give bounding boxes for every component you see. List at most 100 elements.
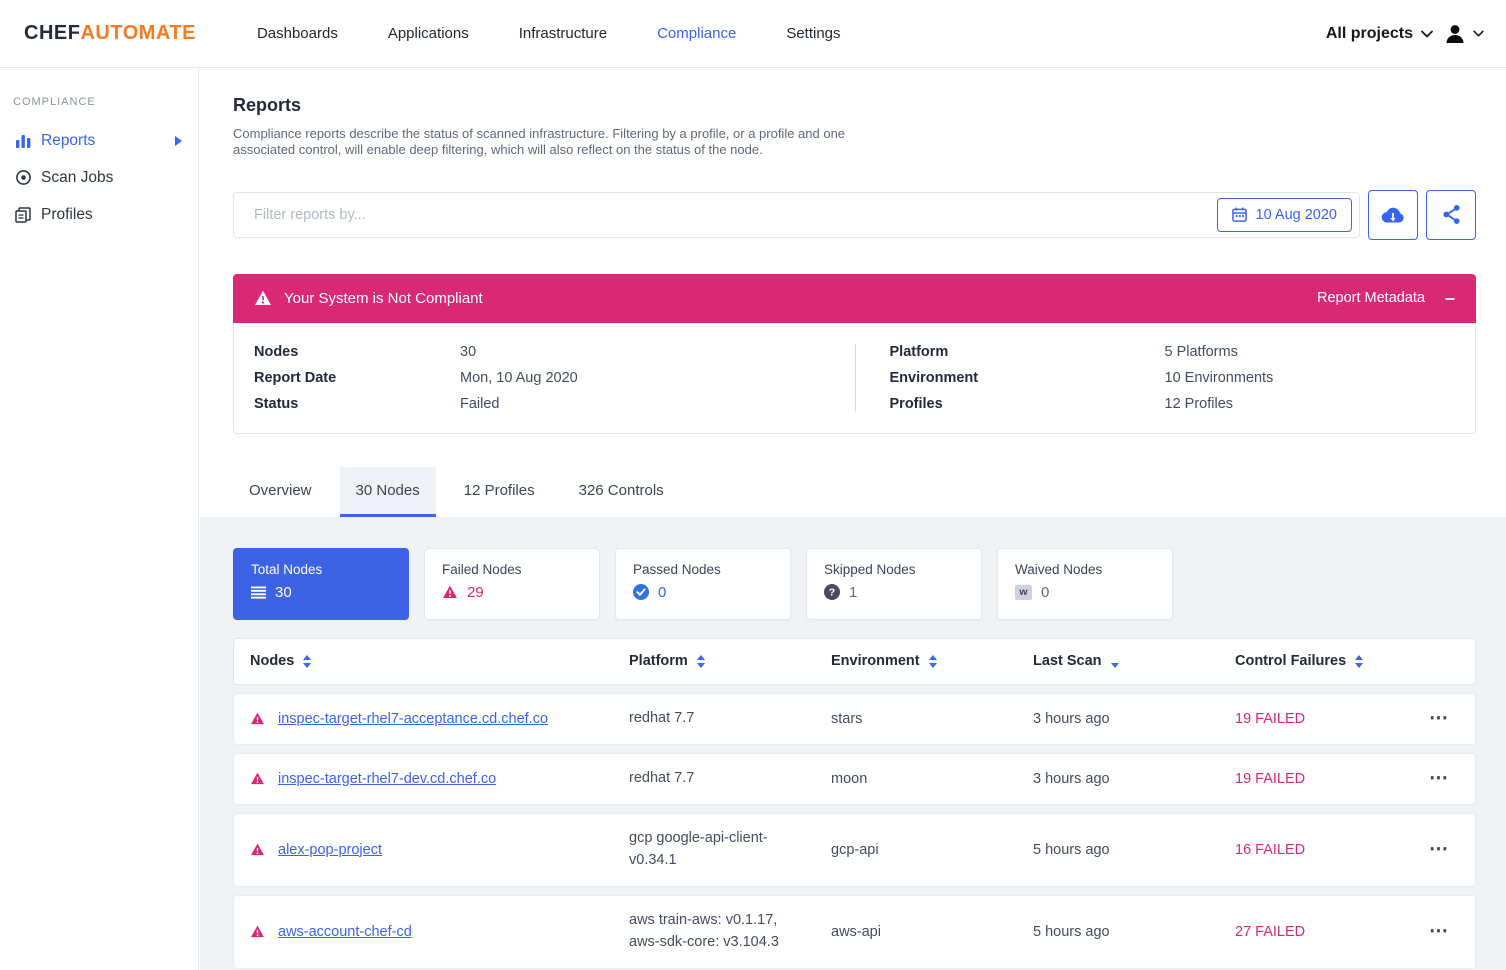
question-circle-icon: ? (824, 584, 840, 600)
user-menu[interactable] (1443, 22, 1484, 46)
sort-icon[interactable] (303, 654, 312, 668)
banner-message: Your System is Not Compliant (284, 289, 483, 307)
logo-automate-text: AUTOMATE (80, 22, 196, 44)
cell-last-scan: 5 hours ago (1033, 841, 1110, 858)
row-menu-button[interactable]: ⋯ (1429, 839, 1449, 860)
date-picker-button[interactable]: 10 Aug 2020 (1216, 197, 1352, 232)
sidebar-item-label: Reports (41, 131, 96, 149)
stat-card-label: Passed Nodes (633, 561, 721, 577)
node-link[interactable]: alex-pop-project (278, 841, 382, 858)
metadata-label: Report Date (254, 369, 337, 386)
metadata-value: 30 (460, 343, 477, 360)
share-report-button[interactable] (1426, 189, 1476, 240)
main-nav-links: Dashboards Applications Infrastructure C… (232, 25, 866, 42)
sort-icon[interactable] (696, 654, 705, 668)
filter-reports-input[interactable] (234, 206, 1217, 223)
metadata-label: Nodes (254, 343, 299, 360)
cell-last-scan: 3 hours ago (1033, 710, 1110, 727)
warning-triangle-icon (254, 290, 272, 306)
stat-card-value: 30 (275, 583, 292, 601)
passed-nodes-card[interactable]: Passed Nodes 0 (615, 547, 791, 620)
nav-dashboards[interactable]: Dashboards (256, 25, 338, 42)
node-link[interactable]: aws-account-chef-cd (278, 923, 412, 940)
stat-card-value: 0 (658, 583, 667, 601)
cell-environment: gcp-api (831, 841, 879, 858)
projects-dropdown[interactable]: All projects (1326, 25, 1433, 43)
cell-platform: gcp google-api-client-v0.34.1 (629, 830, 768, 868)
sort-icon[interactable] (1355, 654, 1364, 668)
chevron-down-icon (1421, 30, 1433, 38)
report-metadata-toggle[interactable]: Report Metadata (1316, 290, 1425, 306)
metadata-row-platform: Platform 5 Platforms (890, 344, 1476, 360)
warning-triangle-icon (442, 585, 458, 599)
sidebar-item-profiles[interactable]: Profiles (0, 196, 198, 233)
skipped-nodes-card[interactable]: Skipped Nodes ? 1 (806, 547, 982, 620)
cell-platform: aws train-aws: v0.1.17, aws-sdk-core: v3… (629, 912, 779, 950)
table-row: inspec-target-rhel7-dev.cd.chef.co redha… (233, 752, 1476, 805)
column-label: Control Failures (1235, 653, 1347, 669)
tab-controls[interactable]: 326 Controls (578, 481, 664, 499)
nav-applications[interactable]: Applications (387, 25, 469, 42)
collapse-metadata-icon[interactable]: – (1444, 288, 1455, 308)
download-report-button[interactable] (1368, 189, 1418, 240)
tab-profiles[interactable]: 12 Profiles (463, 481, 535, 499)
logo-chef-text: CHEF (24, 22, 81, 44)
metadata-right-column: Platform 5 Platforms Environment 10 Envi… (854, 343, 1476, 412)
sidebar-item-scan-jobs[interactable]: Scan Jobs (0, 159, 198, 196)
nav-settings[interactable]: Settings (786, 25, 841, 42)
tab-nodes[interactable]: 30 Nodes (339, 466, 436, 517)
column-header-control-failures[interactable]: Control Failures (1235, 653, 1429, 669)
sort-descending-icon[interactable] (1110, 655, 1119, 668)
report-metadata-panel: Nodes 30 Report Date Mon, 10 Aug 2020 St… (233, 322, 1476, 434)
nav-infrastructure[interactable]: Infrastructure (518, 25, 608, 42)
documents-icon (14, 206, 32, 224)
sidebar-section-title: COMPLIANCE (13, 96, 96, 108)
nodes-table-header: Nodes Platform Environment Last Scan Con… (233, 637, 1476, 685)
row-menu-button[interactable]: ⋯ (1429, 768, 1449, 789)
column-header-platform[interactable]: Platform (629, 653, 831, 669)
cell-platform: redhat 7.7 (629, 709, 695, 726)
row-menu-button[interactable]: ⋯ (1429, 921, 1449, 942)
stat-card-label: Failed Nodes (442, 561, 522, 577)
sidebar-item-reports[interactable]: Reports (0, 122, 198, 159)
column-label: Environment (831, 653, 920, 669)
list-icon (251, 586, 266, 599)
metadata-row-profiles: Profiles 12 Profiles (890, 396, 1476, 412)
date-picker-label: 10 Aug 2020 (1255, 206, 1337, 223)
warning-triangle-icon (250, 772, 278, 785)
filter-row: 10 Aug 2020 (233, 189, 1476, 240)
metadata-value: 5 Platforms (1164, 343, 1238, 360)
failed-nodes-card[interactable]: Failed Nodes 29 (424, 547, 600, 620)
cell-last-scan: 3 hours ago (1033, 770, 1110, 787)
sort-icon[interactable] (928, 654, 937, 668)
stat-card-label: Skipped Nodes (824, 561, 916, 577)
page-title: Reports (233, 95, 302, 115)
metadata-label: Profiles (889, 395, 943, 412)
metadata-row-environment: Environment 10 Environments (890, 370, 1476, 386)
chevron-right-icon[interactable] (175, 135, 182, 146)
column-header-nodes[interactable]: Nodes (250, 653, 629, 669)
nav-compliance[interactable]: Compliance (657, 25, 737, 42)
metadata-row-status: Status Failed (254, 396, 855, 412)
sidebar-item-label: Profiles (41, 205, 93, 223)
waived-badge-icon: w (1015, 584, 1032, 600)
column-header-last-scan[interactable]: Last Scan (1033, 653, 1235, 669)
row-menu-button[interactable]: ⋯ (1429, 708, 1449, 729)
waived-nodes-card[interactable]: Waived Nodes w 0 (997, 547, 1173, 620)
top-navigation: CHEF AUTOMATE Dashboards Applications In… (0, 0, 1506, 68)
chef-automate-logo[interactable]: CHEF AUTOMATE (24, 22, 196, 45)
column-header-environment[interactable]: Environment (831, 653, 1033, 669)
cell-control-failures: 16 FAILED (1235, 841, 1306, 858)
check-circle-icon (633, 584, 649, 600)
total-nodes-card[interactable]: Total Nodes 30 (233, 547, 409, 620)
node-link[interactable]: inspec-target-rhel7-dev.cd.chef.co (278, 770, 497, 787)
page-description: Compliance reports describe the status o… (233, 126, 846, 158)
share-icon (1442, 204, 1461, 225)
metadata-value: 12 Profiles (1164, 395, 1234, 412)
stat-card-value: 0 (1041, 583, 1050, 601)
metadata-row-nodes: Nodes 30 (254, 344, 855, 360)
projects-dropdown-label: All projects (1325, 24, 1413, 42)
stat-card-label: Total Nodes (251, 561, 323, 577)
tab-overview[interactable]: Overview (249, 481, 312, 499)
node-link[interactable]: inspec-target-rhel7-acceptance.cd.chef.c… (278, 710, 549, 727)
